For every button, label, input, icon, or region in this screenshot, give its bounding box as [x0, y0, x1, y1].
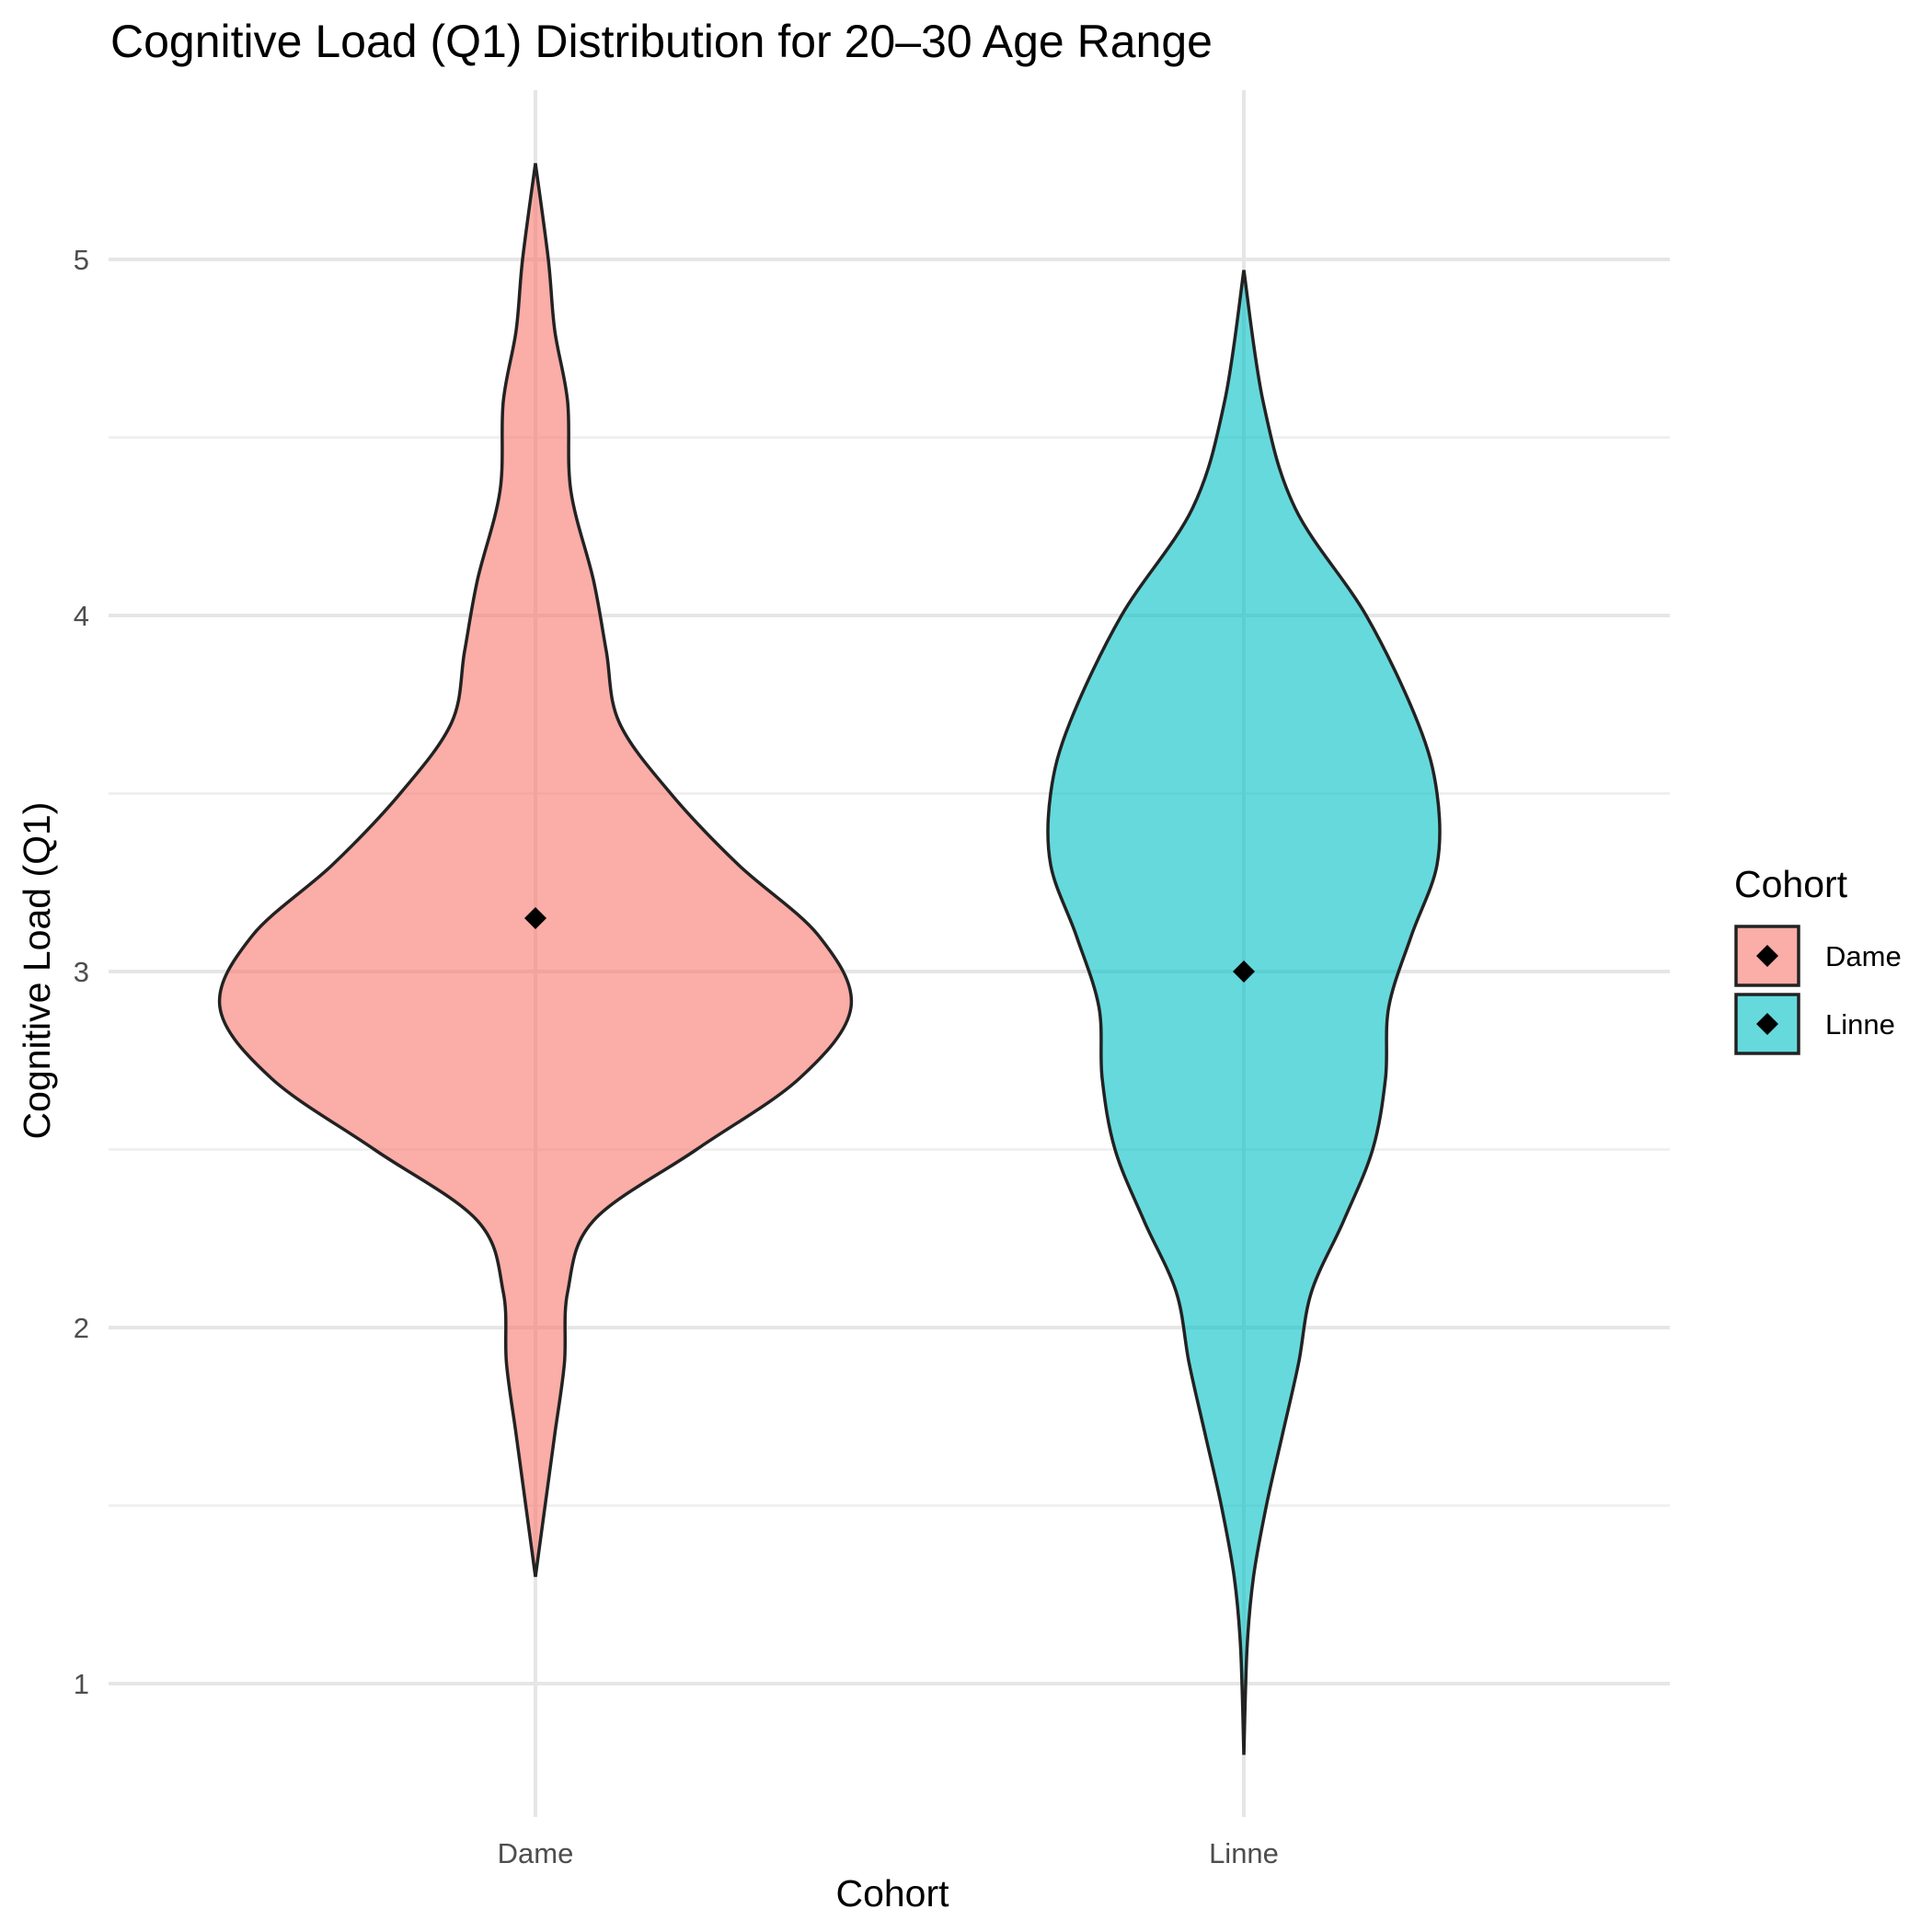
mean-marker-linne — [1233, 960, 1255, 983]
y-tick-labels: 1 2 3 4 5 — [74, 244, 89, 1700]
mean-markers — [524, 906, 1255, 983]
y-tick-label: 5 — [74, 244, 89, 276]
x-tick-label: Dame — [498, 1837, 574, 1869]
y-tick-label: 3 — [74, 956, 89, 988]
y-tick-label: 1 — [74, 1668, 89, 1700]
legend-label: Dame — [1825, 940, 1902, 972]
y-axis-title: Cognitive Load (Q1) — [16, 802, 58, 1140]
legend-diamond-icon — [1756, 1013, 1778, 1035]
x-axis-title: Cohort — [835, 1872, 949, 1915]
legend-label: Linne — [1825, 1008, 1895, 1041]
x-tick-label: Linne — [1209, 1837, 1279, 1869]
violin-linne — [1046, 270, 1442, 1755]
violins — [217, 163, 1442, 1755]
y-tick-label: 2 — [74, 1312, 89, 1344]
y-tick-label: 4 — [74, 600, 89, 632]
legend-diamond-icon — [1756, 945, 1778, 967]
legend-title: Cohort — [1734, 863, 1848, 905]
legend: Cohort Dame Linne — [1734, 863, 1902, 1055]
violin-dame — [217, 163, 854, 1578]
x-tick-labels: Dame Linne — [498, 1837, 1279, 1869]
mean-marker-dame — [524, 906, 546, 929]
chart-title: Cognitive Load (Q1) Distribution for 20–… — [110, 16, 1213, 67]
